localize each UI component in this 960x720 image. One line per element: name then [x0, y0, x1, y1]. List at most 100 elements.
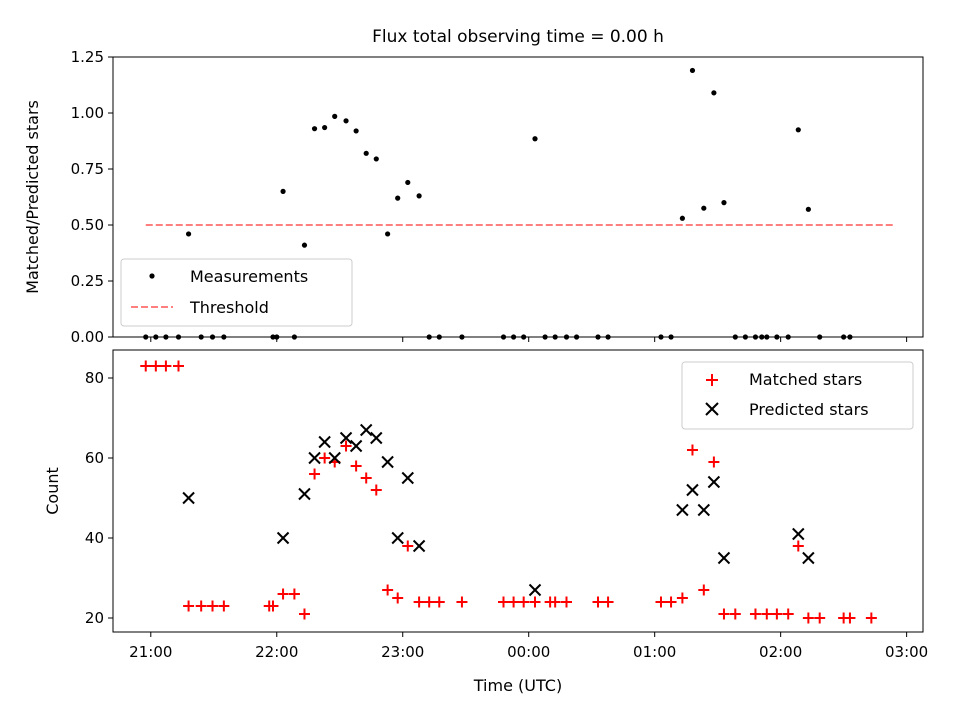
top-panel: 0.00 0.25 0.50 0.75 1.00 1.25 Matched/Predict… — [23, 48, 924, 346]
measurement-point — [322, 124, 328, 131]
matched-star-point — [560, 596, 572, 608]
top-axes-frame — [112, 56, 924, 338]
predicted-star-point — [370, 431, 383, 445]
matched-star-point — [529, 596, 541, 608]
bottom-y-tick-label: 20 — [85, 609, 104, 627]
predicted-star-point — [676, 503, 689, 517]
predicted-star-point — [686, 483, 699, 497]
matched-star-point — [360, 472, 372, 484]
predicted-star-point — [717, 551, 731, 565]
measurement-point — [363, 150, 369, 156]
matched-star-point — [802, 612, 814, 624]
matched-star-point — [865, 612, 877, 624]
x-tick-label: 21:00 — [129, 643, 172, 661]
predicted-star-point — [182, 491, 195, 505]
x-tick-label: 03:00 — [885, 643, 928, 661]
matched-star-point — [782, 608, 794, 620]
predicted-star-point — [391, 531, 404, 545]
matched-star-point — [708, 456, 720, 468]
predicted-star-point — [401, 471, 414, 485]
measurement-point — [301, 242, 308, 248]
x-axis-label: Time (UTC) — [473, 676, 562, 695]
matched-star-point — [413, 596, 425, 608]
measurement-point — [280, 188, 286, 194]
legend-label-threshold: Threshold — [189, 298, 269, 317]
top-y-tick-label: 0.25 — [71, 272, 104, 290]
matched-star-point — [655, 596, 667, 608]
measurement-point — [689, 67, 696, 74]
matched-star-point — [749, 608, 761, 620]
matched-star-point — [277, 588, 289, 600]
matched-star-point — [844, 612, 856, 624]
matched-star-point — [392, 592, 404, 604]
measurement-point — [185, 231, 192, 237]
matched-star-point — [423, 596, 435, 608]
measurement-point — [311, 126, 318, 132]
predicted-star-point — [349, 439, 363, 453]
matched-star-point — [370, 484, 382, 496]
matched-star-point — [508, 596, 520, 608]
matched-star-point — [298, 608, 310, 620]
predicted-star-point — [802, 551, 815, 565]
bottom-y-tick-label: 80 — [85, 369, 104, 387]
bottom-x-ticks: 21:00 22:00 23:00 00:00 01:00 02:00 03:00 — [129, 632, 928, 661]
matched-star-point — [592, 596, 604, 608]
matched-star-point — [686, 444, 698, 456]
measurement-point — [332, 113, 338, 119]
matched-star-point — [183, 600, 195, 612]
predicted-star-point — [412, 539, 426, 553]
measurement-point — [711, 90, 717, 96]
predicted-star-point — [707, 475, 721, 489]
matched-star-point — [602, 596, 614, 608]
predicted-star-point — [381, 455, 394, 469]
measurement-point — [532, 136, 538, 142]
matched-star-point — [350, 460, 362, 472]
top-y-ticks: 0.00 0.25 0.50 0.75 1.00 1.25 — [71, 48, 113, 346]
matched-star-point — [319, 452, 331, 464]
matched-star-point — [173, 360, 185, 372]
measurement-point — [795, 127, 801, 133]
matched-star-point — [771, 608, 783, 620]
matched-star-point — [665, 596, 677, 608]
bottom-y-axis-label: Count — [43, 467, 62, 515]
x-tick-label: 00:00 — [507, 643, 550, 661]
top-y-tick-label: 0.75 — [71, 160, 104, 178]
measurement-point — [416, 193, 422, 199]
matched-star-point — [718, 608, 730, 620]
x-tick-label: 02:00 — [759, 643, 802, 661]
matched-star-point — [433, 596, 445, 608]
matched-star-point — [382, 584, 394, 596]
bottom-legend: Matched stars Predicted stars — [681, 361, 914, 430]
matched-star-point — [456, 596, 468, 608]
top-y-tick-label: 0.50 — [71, 216, 104, 234]
matched-star-point — [195, 600, 207, 612]
top-y-axis-label: Matched/Predicted stars — [23, 100, 42, 294]
measurement-point — [385, 231, 391, 237]
matched-star-point — [140, 360, 152, 372]
legend-label-measurements: Measurements — [190, 267, 308, 286]
predicted-star-point — [308, 451, 321, 465]
matched-star-point — [792, 540, 804, 552]
measurement-point — [701, 205, 707, 211]
legend-label-predicted: Predicted stars — [749, 400, 869, 419]
matched-star-point — [761, 608, 773, 620]
legend-label-matched: Matched stars — [749, 370, 862, 389]
top-y-tick-label: 1.25 — [71, 48, 104, 66]
matched-star-point — [518, 596, 530, 608]
matched-star-point — [498, 596, 510, 608]
measurement-point — [343, 118, 349, 124]
bottom-y-tick-label: 40 — [85, 529, 104, 547]
top-legend-frame — [120, 258, 353, 327]
predicted-star-point — [697, 503, 711, 517]
matched-star-point — [814, 612, 826, 624]
matched-star-point — [549, 596, 561, 608]
matched-star-point — [207, 600, 219, 612]
bottom-panel: 20 40 60 80 21:00 22:00 23:00 00:00 01:00 02:00 0… — [43, 349, 928, 695]
bottom-axes-frame — [112, 349, 924, 633]
matched-star-point — [676, 592, 688, 604]
x-tick-label: 01:00 — [633, 643, 676, 661]
x-tick-label: 22:00 — [255, 643, 298, 661]
matched-star-point — [218, 600, 230, 612]
bottom-plot-marks — [140, 360, 877, 624]
